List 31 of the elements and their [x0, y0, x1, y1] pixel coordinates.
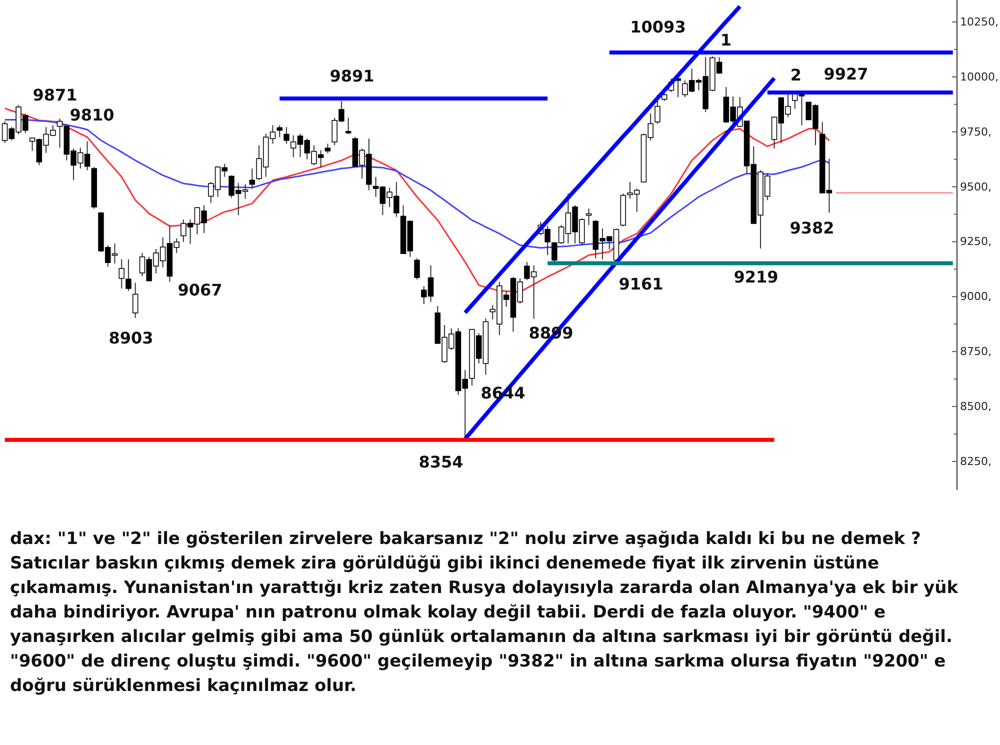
- candlestick: [324, 143, 331, 154]
- candlestick: [654, 94, 660, 124]
- annotation: 9810: [70, 106, 114, 124]
- annotation: 8354: [418, 452, 464, 472]
- annotation: 9927: [824, 64, 868, 84]
- y-tick-label: 9000,: [960, 290, 992, 304]
- y-tick-label: 10000,: [960, 70, 998, 84]
- annotation: 9871: [32, 86, 78, 104]
- y-tick-label: 9250,: [960, 235, 992, 248]
- y-tick-label: 8750,: [960, 345, 992, 358]
- annotation: 10093: [630, 18, 686, 36]
- annotation: 2: [790, 66, 802, 84]
- y-tick-label: 9750,: [960, 125, 992, 138]
- candlestick: [345, 117, 352, 135]
- y-tick-label: 9500,: [960, 180, 992, 194]
- y-tick-label: 8250,: [960, 454, 992, 468]
- text: dax: "1" ve "2" ile gösterilen zirvelere bakarsanız "2" nolu zirve aşağıda kaldı ki bu ne demek ? Satıcılar baskın çıkmış demek zira görüldüğü gibi ikinci denemede fiyat ilk zirvenin üstüne çıkamamış. Yunanistan'ın yarattığı kriz zaten Rusya dolayısıyla zararda olan Almanya'ya ek bir yük daha bindiriyor. Avrupa' nın patronu olmak kolay değil tabii. Derdi de fazla oluyor. "9400" e yanaşırken alıcılar gelmiş gibi ama 50 günlük ortalamanın da altına sarkması iyi bir görüntü değil. "9600" de direnç oluştu şimdi. "9600" geçilemeyip "9382" in altına sarkma olursa fiyatın "9200" e doğru sürüklenmesi kaçınılmaz olur.: [10, 529, 959, 696]
- candlestick: [414, 258, 420, 280]
- annotation: 9161: [618, 274, 664, 294]
- candlestick: [276, 124, 282, 138]
- annotation: 1: [720, 30, 732, 50]
- y-tick-label: 10250,: [960, 15, 998, 28]
- candlestick: [132, 282, 138, 318]
- candlestick: [249, 168, 256, 190]
- annotation: 8903: [108, 328, 154, 348]
- annotation: 9067: [178, 280, 222, 300]
- annotation: 9891: [330, 66, 374, 86]
- annotation: 9219: [734, 268, 778, 286]
- annotation: 9382: [790, 218, 834, 238]
- y-tick-label: 8500,: [960, 400, 992, 414]
- candlestick: [284, 126, 290, 144]
